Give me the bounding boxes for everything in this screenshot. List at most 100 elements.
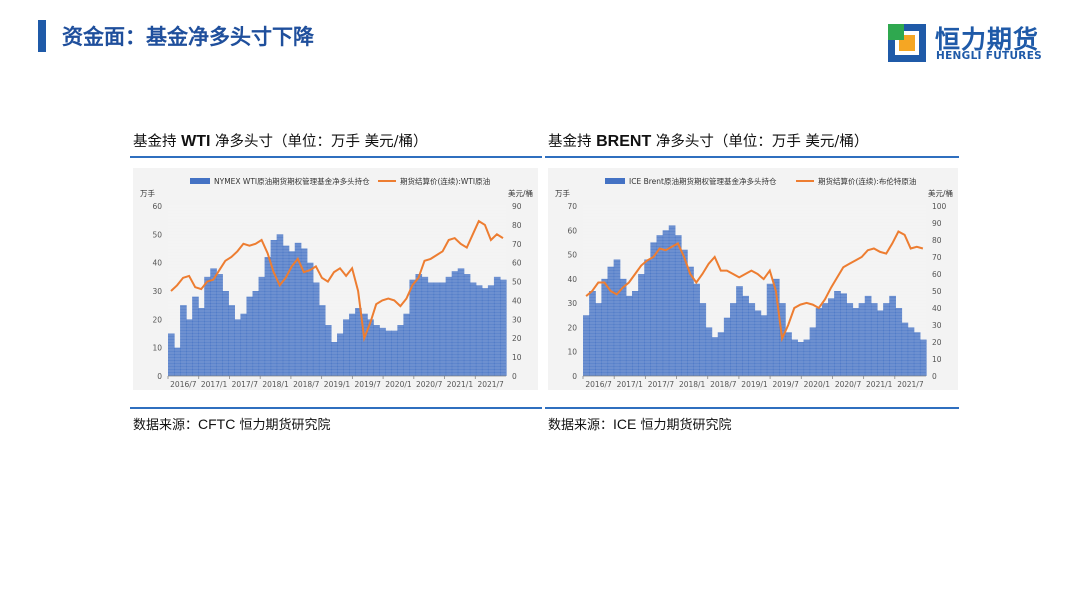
bar-mark: [803, 339, 811, 376]
bar-mark: [475, 285, 483, 376]
right-y-tick-label: 80: [512, 221, 522, 230]
x-tick-label: 2018/1: [262, 380, 289, 389]
bar-mark: [711, 337, 719, 376]
logo-english-name: HENGLI FUTURES: [936, 50, 1043, 62]
x-tick-label: 2019/1: [741, 380, 768, 389]
logo-chinese-name: 恒力期货: [935, 25, 1040, 54]
bar-mark: [699, 303, 707, 376]
left-axis-unit: 万手: [555, 188, 570, 198]
x-tick-label: 2020/1: [804, 380, 831, 389]
left-y-tick-label: 50: [567, 251, 577, 260]
bar-mark: [589, 291, 596, 376]
bar-mark: [742, 295, 749, 376]
source-prefix: 数据来源：: [133, 418, 199, 433]
bar-mark: [318, 305, 326, 376]
x-tick-label: 2018/1: [679, 380, 706, 389]
right-y-tick-label: 20: [512, 334, 522, 343]
right-y-tick-label: 50: [512, 278, 522, 287]
right-y-tick-label: 90: [512, 202, 522, 211]
left-y-tick-label: 50: [152, 230, 162, 239]
x-tick-label: 2016/7: [170, 380, 197, 389]
bar-mark: [499, 279, 507, 376]
x-tick-label: 2017/7: [232, 380, 259, 389]
bar-mark: [246, 296, 254, 376]
bar-mark: [427, 282, 435, 376]
bar-mark: [337, 333, 344, 376]
bar-mark: [883, 303, 890, 376]
bar-mark: [469, 282, 477, 376]
chart-title-latin: BRENT: [596, 133, 652, 150]
source-rule-wti: [130, 407, 542, 409]
bar-mark: [913, 332, 921, 376]
x-tick-label: 2018/7: [710, 380, 737, 389]
right-y-tick-label: 10: [932, 355, 942, 364]
bar-mark: [451, 271, 459, 376]
right-y-tick-label: 90: [932, 219, 942, 228]
bar-mark: [693, 283, 700, 376]
bar-mark: [258, 276, 266, 376]
chart-title-suffix: 净多头寸（单位：万手 美元/桶）: [210, 134, 428, 150]
bar-mark: [877, 310, 884, 376]
left-y-tick-label: 30: [152, 287, 162, 296]
legend-label-bar: ICE Brent原油期货期权管理基金净多头持仓: [629, 176, 777, 186]
bar-mark: [288, 251, 296, 376]
bar-mark: [650, 242, 658, 376]
bar-mark: [638, 274, 645, 376]
chart-title-prefix: 基金持: [548, 134, 597, 150]
left-y-tick-label: 10: [567, 348, 577, 357]
bar-mark: [433, 282, 441, 376]
source-rule-brent: [545, 407, 959, 409]
bar-mark: [895, 308, 903, 376]
right-y-tick-label: 10: [512, 353, 522, 362]
bar-series: [583, 205, 927, 376]
bar-mark: [379, 327, 386, 376]
left-y-tick-label: 40: [152, 259, 162, 268]
bar-mark: [270, 240, 278, 376]
bar-mark: [656, 235, 664, 376]
bar-mark: [421, 276, 429, 376]
bar-mark: [607, 266, 615, 376]
bar-mark: [644, 259, 651, 376]
bar-mark: [815, 308, 823, 376]
bar-mark: [493, 276, 501, 376]
chart-title-suffix: 净多头寸（单位：万手 美元/桶）: [651, 134, 869, 150]
right-y-tick-label: 30: [932, 321, 942, 330]
bar-mark: [349, 313, 356, 376]
bar-mark: [264, 257, 272, 376]
title-accent-bar: [38, 20, 46, 52]
slide-title: 资金面：基金净多头寸下降: [62, 25, 314, 49]
bar-mark: [481, 288, 489, 376]
bar-series: [168, 205, 507, 376]
right-y-tick-label: 0: [932, 372, 937, 381]
bar-mark: [192, 296, 199, 376]
bar-mark: [619, 278, 627, 376]
x-tick-label: 2019/7: [772, 380, 799, 389]
bar-mark: [821, 303, 829, 376]
bar-mark: [889, 295, 896, 376]
right-y-tick-label: 20: [932, 338, 942, 347]
bar-mark: [391, 330, 398, 376]
bar-mark: [463, 274, 471, 376]
right-y-tick-label: 40: [512, 296, 522, 305]
source-latin: ICE: [613, 416, 637, 432]
bar-mark: [204, 276, 211, 376]
x-tick-label: 2021/7: [897, 380, 924, 389]
x-tick-label: 2020/7: [416, 380, 443, 389]
bar-mark: [748, 303, 756, 376]
legend-label-bar: NYMEX WTI原油期货期权管理基金净多头持仓: [214, 176, 370, 186]
legend-label-line: 期货结算价(连续):WTI原油: [400, 176, 490, 186]
bar-mark: [487, 285, 495, 376]
bar-mark: [409, 279, 417, 376]
legend-swatch-bar: [605, 178, 625, 184]
bar-mark: [834, 291, 841, 376]
title-rule-brent: [545, 156, 959, 158]
left-y-tick-label: 0: [572, 372, 577, 381]
bar-mark: [252, 291, 260, 376]
x-tick-label: 2020/7: [835, 380, 862, 389]
right-y-tick-label: 60: [512, 259, 522, 268]
x-tick-label: 2020/1: [385, 380, 412, 389]
hengli-logo-mark-icon: [888, 24, 926, 62]
bar-mark: [613, 259, 621, 376]
bar-mark: [674, 235, 682, 376]
chart-title-wti: 基金持 WTI 净多头寸（单位：万手 美元/桶）: [133, 130, 428, 151]
